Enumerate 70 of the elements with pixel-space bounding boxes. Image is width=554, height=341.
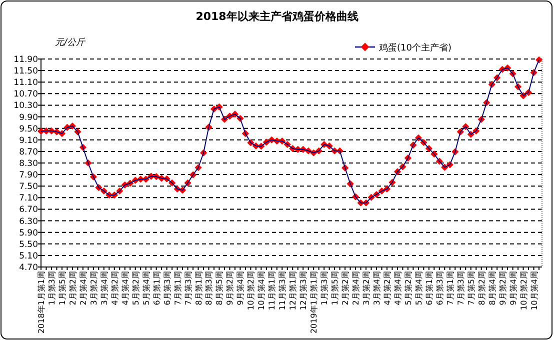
y-tick-label: 6.70: [19, 205, 38, 216]
x-tick-label: 5月第4周: [414, 271, 424, 306]
x-tick-label: 10月第2周: [519, 271, 528, 310]
x-tick-label: 8月第5周: [215, 271, 224, 306]
y-tick-label: 5.10: [19, 251, 38, 262]
x-tick-label: 12月第3周: [299, 271, 308, 310]
y-tick-label: 10.30: [14, 101, 38, 112]
y-tick-label: 11.50: [14, 66, 38, 77]
y-tick-label: 10.70: [14, 90, 38, 100]
x-tick-label: 3月第2周: [89, 271, 98, 306]
x-tick-label: 2019年1月第1周: [310, 271, 319, 334]
x-tick-label: 3月第4周: [100, 271, 109, 306]
y-tick-label: 9.90: [19, 112, 38, 123]
x-tick-label: 11月第3周: [278, 271, 288, 310]
y-tick-label: 7.10: [19, 194, 38, 204]
x-tick-label: 8月第2周: [477, 271, 486, 306]
x-tick-label: 4月第4周: [120, 271, 130, 306]
x-tick-label: 3月第2周: [362, 271, 372, 306]
x-tick-label: 7月第1周: [446, 271, 455, 306]
y-tick-label: 8.30: [19, 159, 38, 169]
y-tick-label: 5.50: [19, 240, 38, 250]
y-tick-label: 8.70: [19, 147, 38, 158]
x-tick-label: 10月第4周: [257, 271, 266, 310]
y-tick-label: 4.70: [19, 263, 38, 273]
x-tick-label: 2月第2周: [68, 271, 78, 306]
x-tick-label: 5月第4周: [142, 271, 151, 306]
x-tick-label: 6月第1周: [152, 271, 162, 306]
x-tick-label: 10月第4周: [530, 271, 539, 310]
x-tick-label: 2月第4周: [78, 271, 88, 306]
x-tick-label: 1月第3周: [320, 271, 330, 306]
x-tick-label: 9月第2周: [498, 271, 508, 306]
y-tick-label: 9.50: [19, 124, 38, 134]
x-tick-label: 1月第3周: [47, 271, 56, 306]
y-tick-label: 7.90: [19, 170, 38, 181]
x-tick-label: 8月第3周: [204, 271, 214, 306]
x-tick-label: 4月第4周: [393, 271, 402, 306]
x-tick-label: 1月第5周: [330, 271, 340, 306]
legend-label: 鸡蛋(10个主产省): [378, 42, 452, 54]
x-tick-label: 1月第5周: [58, 271, 67, 306]
x-tick-label: 10月第2周: [246, 271, 256, 310]
chart-title: 2018年以来主产省鸡蛋价格曲线: [196, 10, 358, 23]
x-tick-label: 5月第2周: [404, 271, 413, 306]
x-tick-label: 9月第4周: [236, 271, 246, 306]
x-tick-label: 7月第5周: [466, 271, 476, 306]
y-tick-label: 5.90: [19, 228, 38, 238]
y-tick-label: 9.10: [19, 136, 38, 146]
x-tick-label: 11月第1周: [268, 271, 277, 310]
x-tick-label: 9月第4周: [508, 271, 518, 306]
x-tick-label: 2018年1月第1周: [37, 271, 46, 334]
x-tick-label: 4月第2周: [382, 271, 392, 306]
x-tick-label: 4月第2周: [110, 271, 120, 306]
x-tick-label: 2月第4周: [352, 271, 361, 306]
y-tick-label: 6.30: [19, 216, 38, 227]
y-axis-title: 元/公斤: [55, 37, 86, 48]
x-tick-label: 6月第3周: [162, 271, 172, 306]
x-tick-label: 8月第1周: [194, 271, 204, 306]
x-tick-label: 8月第4周: [488, 271, 497, 306]
x-tick-label: 6月第3周: [435, 271, 444, 306]
y-tick-label: 7.50: [19, 182, 38, 192]
x-tick-label: 7月第3周: [456, 271, 466, 306]
x-tick-label: 12月第1周: [288, 271, 298, 310]
x-tick-label: 7月第3周: [184, 271, 193, 306]
x-tick-label: 2月第2周: [341, 271, 350, 306]
x-tick-label: 9月第2周: [226, 271, 235, 306]
x-tick-label: 5月第2周: [131, 271, 140, 306]
y-tick-label: 11.90: [14, 55, 38, 65]
y-tick-label: 11.10: [14, 78, 38, 88]
x-tick-label: 6月第1周: [424, 271, 434, 306]
x-tick-label: 7月第1周: [173, 271, 182, 306]
x-tick-label: 3月第4周: [372, 271, 382, 306]
